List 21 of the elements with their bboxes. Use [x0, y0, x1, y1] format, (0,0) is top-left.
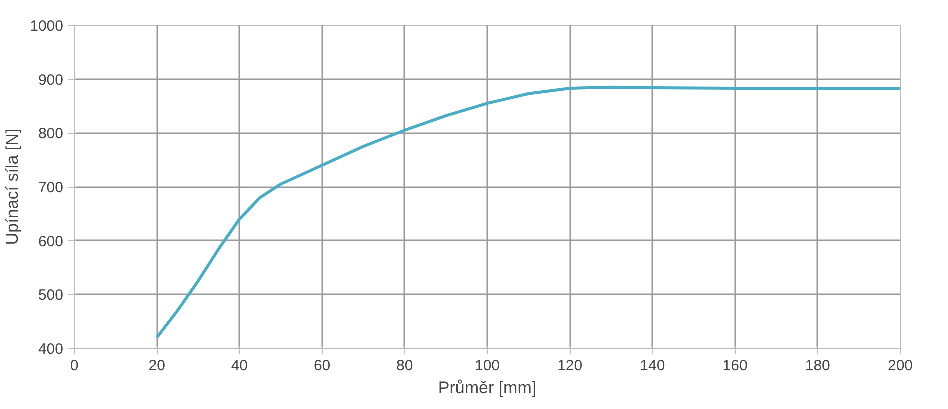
x-tick-label: 60: [314, 358, 331, 374]
line-series: [156, 86, 900, 340]
y-tick-label: 1000: [30, 18, 64, 35]
x-tick-label: 80: [396, 358, 414, 374]
x-tick-label: 120: [558, 358, 583, 374]
x-tick-label: 200: [888, 358, 914, 374]
y-tick-label: 800: [38, 126, 64, 143]
y-tick-label: 700: [38, 180, 64, 196]
x-axis-title: Průměr [mm]: [438, 378, 537, 398]
x-tick-label: 20: [148, 358, 166, 374]
x-tick-label: 180: [805, 358, 830, 374]
y-tick-label: 400: [38, 341, 64, 358]
x-tick-label: 40: [231, 358, 248, 374]
x-tick-label: 160: [722, 358, 748, 374]
x-tick-label: 100: [474, 358, 500, 374]
y-tick-label: 600: [38, 233, 64, 250]
x-tick-label: 140: [640, 358, 666, 374]
x-tick-label: 0: [70, 358, 79, 374]
y-axis-title: Upínací síla [N]: [3, 128, 22, 246]
y-tick-label: 900: [38, 72, 64, 89]
y-tick-label: 500: [38, 287, 64, 304]
